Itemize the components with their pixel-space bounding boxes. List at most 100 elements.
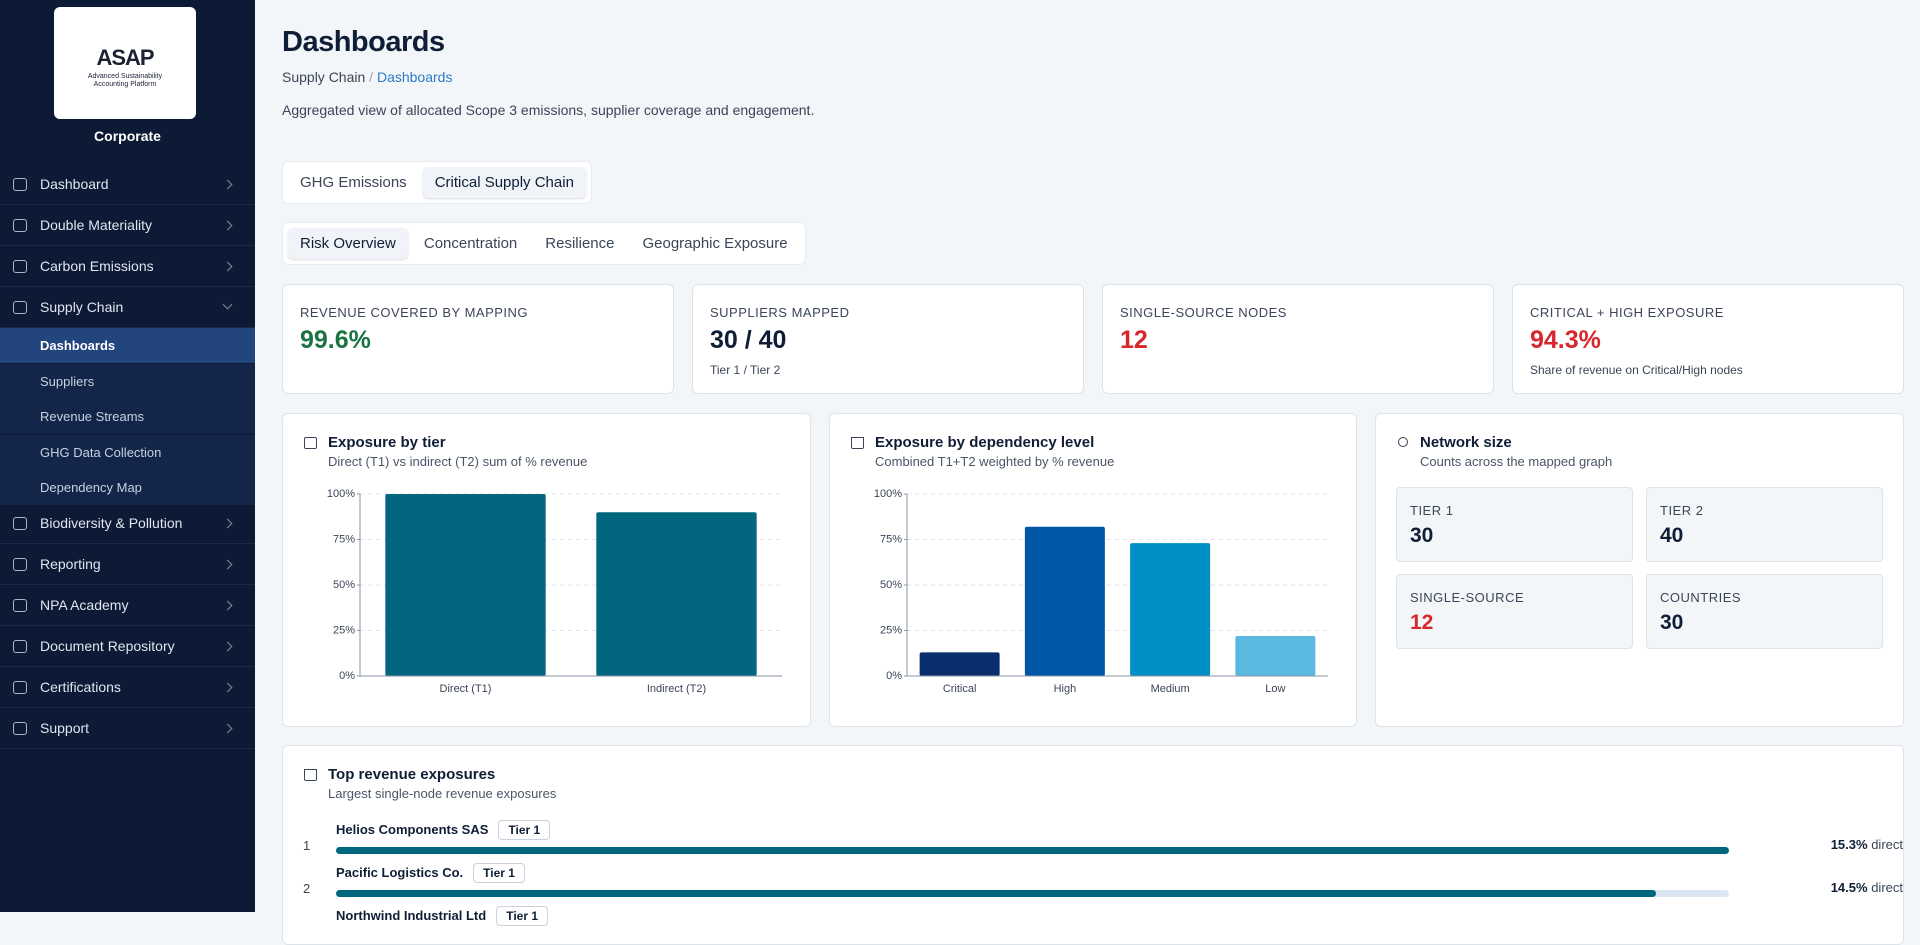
stat-value: 12 [1410,611,1434,634]
nav-label: Dashboard [40,176,109,192]
chart-subtitle: Combined T1+T2 weighted by % revenue [875,454,1115,469]
name: Helios Components SAS Tier 1 [336,820,551,840]
bar-track [336,890,1729,897]
bar [1235,635,1316,676]
page-title: Dashboards [282,26,445,58]
nav-item[interactable]: Certifications [0,667,255,708]
y-tick-label: 75% [880,533,902,545]
nav-label: NPA Academy [40,597,129,613]
crumb-sep: / [369,69,374,85]
subtab[interactable]: Geographic Exposure [642,235,788,252]
stat-label: COUNTRIES [1660,590,1742,605]
nav-icon [13,599,27,612]
nav-item[interactable]: Biodiversity & Pollution [0,503,255,544]
x-tick-label: Medium [1151,683,1190,695]
rank: 2 [303,881,311,896]
bar [385,494,546,676]
nav-item[interactable]: Carbon Emissions [0,246,255,287]
kpi-note: Tier 1 / Tier 2 [710,363,781,377]
logo-title: ASAP [96,45,154,70]
unit: direct [1871,837,1903,852]
kpi-card: SUPPLIERS MAPPED 30 / 40 Tier 1 / Tier 2 [692,284,1084,394]
nav-icon [13,681,27,694]
stat-label: TIER 1 [1410,503,1454,518]
bar [336,847,1729,854]
value: 14.5% direct [1831,880,1903,895]
icon [851,437,864,449]
kpi-label: REVENUE COVERED BY MAPPING [300,305,529,320]
value-label: 14.5% [1830,880,1868,895]
subtab[interactable]: Risk Overview [288,228,408,259]
tier-badge: Tier 1 [498,820,551,840]
card-title: Network size [1420,434,1512,451]
supplier-name: Helios Components SAS [336,822,489,837]
nav-item[interactable]: Document Repository [0,626,255,667]
sidebar: ASAP Advanced Sustainability Accounting P… [0,0,255,912]
chart: 0% 25% 50% 75% 100% Direct (T1) Indirect (T2) [327,488,782,695]
y-tick-label: 0% [886,670,902,682]
nav-label: Biodiversity & Pollution [40,515,183,531]
nav-icon [13,722,27,735]
nav-label: Support [40,720,90,736]
chart-subtitle: Direct (T1) vs indirect (T2) sum of % re… [328,454,588,469]
card-subtitle: Largest single-node revenue exposures [328,786,557,801]
crumb[interactable]: Supply Chain [282,69,366,85]
nav-item[interactable]: Reporting [0,544,255,585]
nav-icon [13,517,27,530]
kpi-value: 94.3% [1530,326,1601,354]
chart-title: Exposure by tier [328,434,446,451]
subtab[interactable]: Concentration [423,235,518,252]
nav-subitem[interactable]: Dashboards [0,328,255,363]
kpi-card: REVENUE COVERED BY MAPPING 99.6% [282,284,674,394]
kpi-value: 12 [1120,326,1148,354]
nav-item[interactable]: Dashboard [0,164,255,205]
nav-icon [13,219,27,232]
logo-subtitle: Advanced Sustainability Accounting Platf… [87,73,163,88]
org-name: Corporate [94,128,161,144]
y-tick-label: 0% [339,670,355,682]
chart: 0% 25% 50% 75% 100% Critical High Medium Low [874,488,1328,695]
nav-subitem[interactable]: GHG Data Collection [0,434,255,470]
x-tick-label: Direct (T1) [440,683,492,695]
stat-value: 30 [1410,524,1434,547]
nav-item[interactable]: NPA Academy [0,585,255,626]
supplier-name: Northwind Industrial Ltd [336,908,487,923]
stat-label: TIER 2 [1660,503,1704,518]
exposure-row: 2 Pacific Logistics Co. Tier 1 14.5% direct [283,863,1903,903]
subtab[interactable]: Resilience [545,235,615,252]
nav-item[interactable]: Support [0,708,255,749]
stat-tile: SINGLE-SOURCE 12 [1396,574,1633,649]
kpi-value: 30 / 40 [710,326,787,354]
icon [1398,437,1408,447]
y-tick-label: 50% [880,579,902,591]
tab[interactable]: Critical Supply Chain [422,167,586,198]
nav-subitem[interactable]: Dependency Map [0,470,255,505]
nav-subitem[interactable]: Suppliers [0,363,255,399]
x-tick-label: Critical [943,683,977,695]
nav-label: Document Repository [40,638,175,654]
unit: direct [1871,880,1903,895]
kpi-card: CRITICAL + HIGH EXPOSURE 94.3% Share of re… [1512,284,1904,394]
nav-subitem[interactable]: Revenue Streams [0,399,255,434]
y-tick-label: 50% [333,579,355,591]
nav-item[interactable]: Supply Chain [0,287,255,328]
icon [304,769,317,781]
subtabs: Risk Overview Concentration Resilience G… [282,222,806,265]
kpi-card: SINGLE-SOURCE NODES 12 [1102,284,1494,394]
kpi-label: SINGLE-SOURCE NODES [1120,305,1287,320]
bar [1130,543,1211,676]
x-tick-label: High [1054,683,1077,695]
nav-icon [13,260,27,273]
exposure-row: 1 Helios Components SAS Tier 1 15.3% direct [283,820,1903,860]
nav-icon [13,178,27,191]
exposures-card: Top revenue exposures Largest single-node… [282,745,1904,945]
nav-label: Double Materiality [40,217,153,233]
crumb: Dashboards [376,69,453,85]
bar [1024,526,1105,676]
stat-tile: TIER 2 40 [1646,487,1883,562]
value: 15.3% direct [1831,837,1903,852]
nav-item[interactable]: Double Materiality [0,205,255,246]
tab[interactable]: GHG Emissions [300,174,407,191]
bar-track [336,847,1729,854]
bar [596,512,757,676]
